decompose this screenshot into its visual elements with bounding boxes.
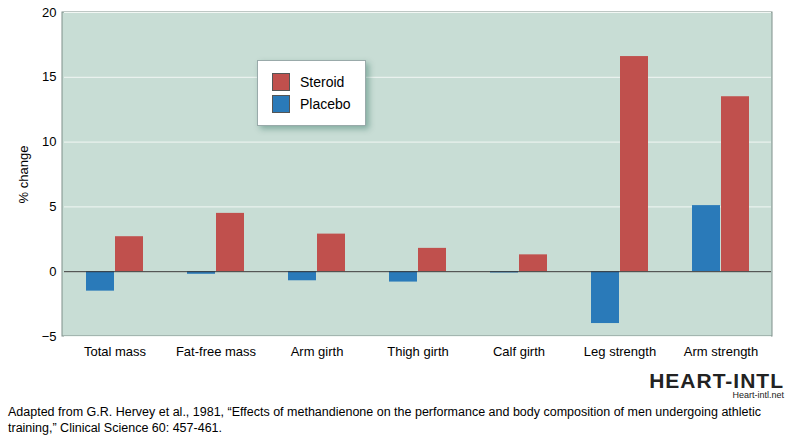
html-text:HEART-INTL: HEART-INTL [649,369,784,392]
svg-text:Total mass: Total mass [84,344,147,359]
html-text:Steroid: Steroid [300,74,345,90]
svg-text:Arm girth: Arm girth [291,344,344,359]
svg-text:Thigh girth: Thigh girth [387,344,448,359]
html-text:Adapted from G.R. Hervey et al: Adapted from G.R. Hervey et al., 1981, “… [8,405,761,436]
svg-text:15: 15 [42,69,56,84]
svg-text:Leg strength: Leg strength [584,344,656,359]
svg-text:Arm strength: Arm strength [684,344,758,359]
svg-text:−5: −5 [42,329,57,344]
html-text:Heart-intl.net: Heart-intl.net [732,390,784,400]
svg-text:0: 0 [49,264,56,279]
svg-text:% change: % change [16,146,31,204]
svg-text:20: 20 [42,5,56,20]
svg-text:5: 5 [49,199,56,214]
svg-text:10: 10 [42,134,56,149]
html-text:Placebo: Placebo [300,96,351,112]
svg-text:Fat-free mass: Fat-free mass [176,344,257,359]
svg-text:Calf girth: Calf girth [493,344,545,359]
